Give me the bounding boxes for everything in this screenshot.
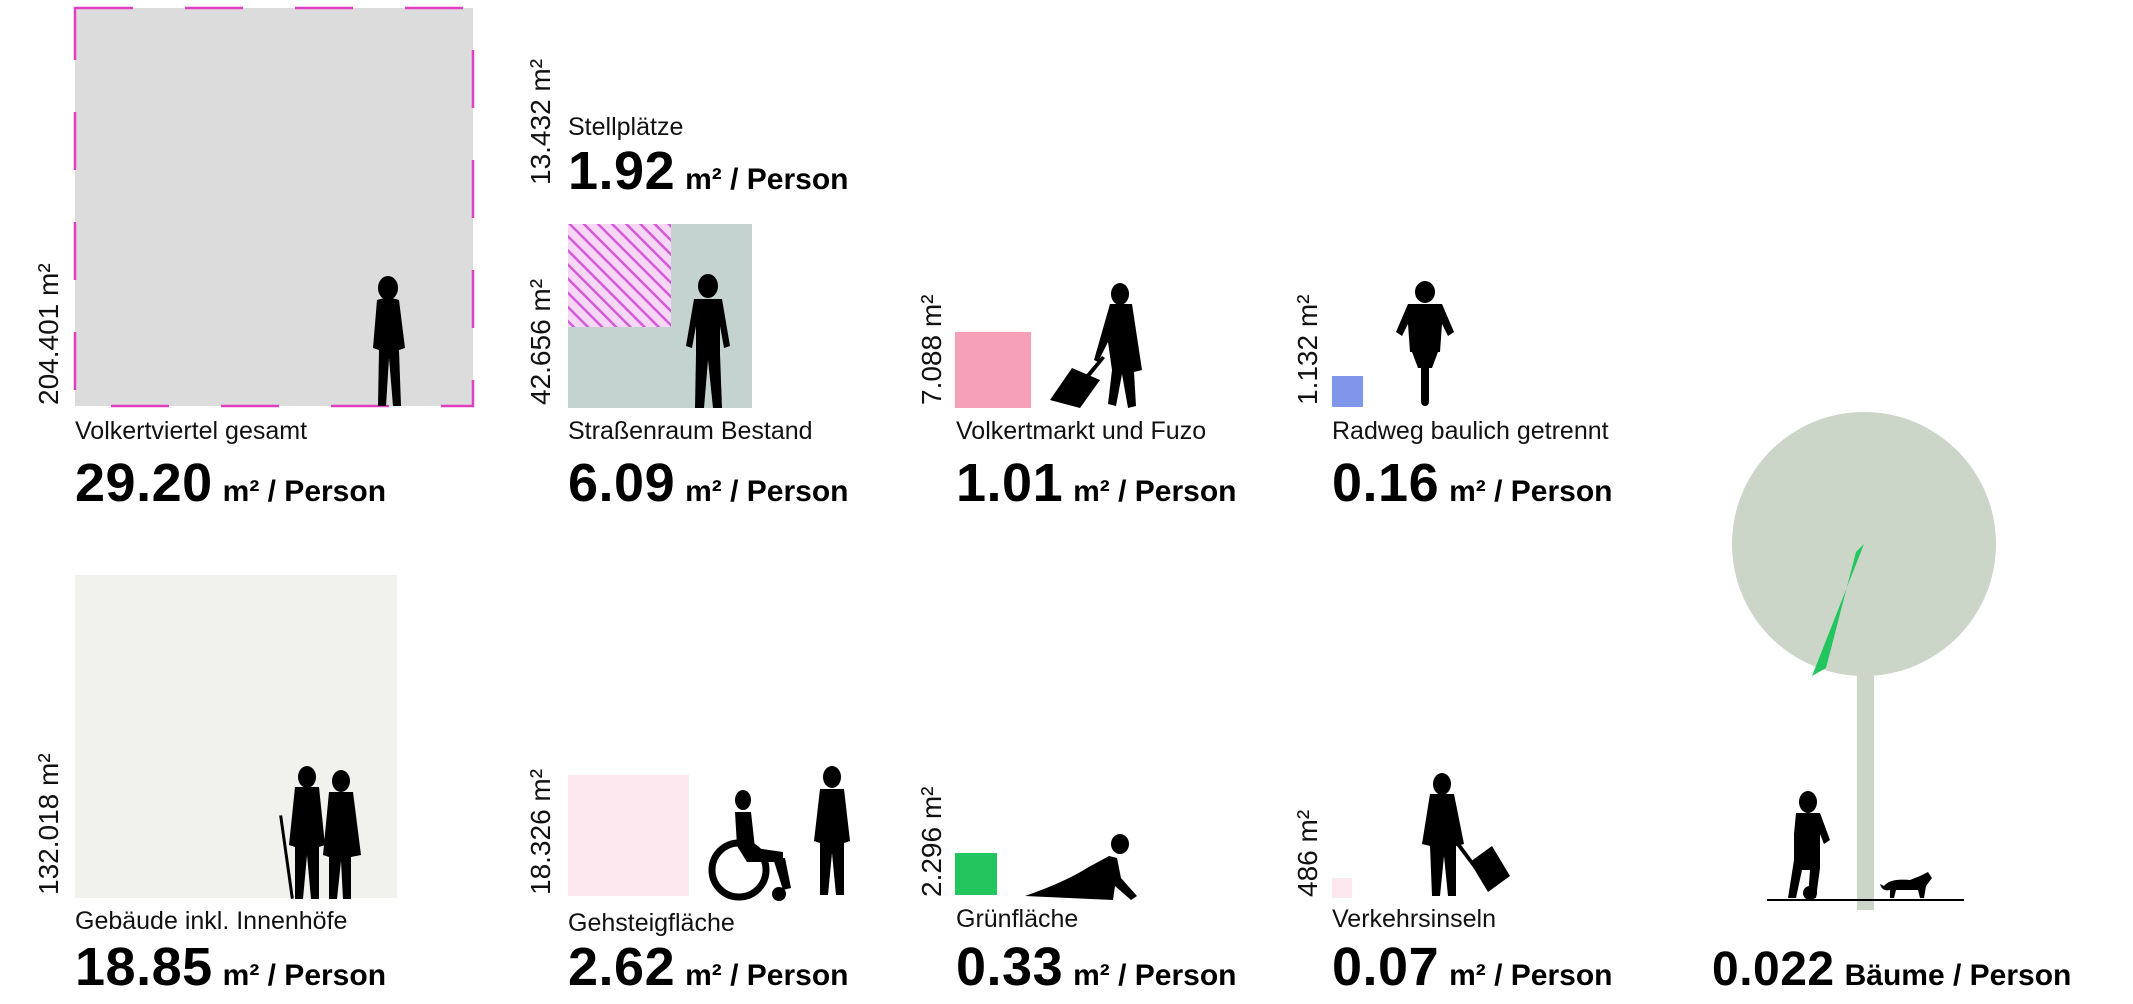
baeume-value: 0.022 bbox=[1712, 943, 1835, 996]
volkertmarkt-stat: 1.01 m² / Person bbox=[956, 456, 1236, 510]
gehsteig-stat: 2.62 m² / Person bbox=[568, 940, 848, 994]
verkehrsinseln-label: Verkehrsinseln bbox=[1332, 905, 1496, 933]
gesamt-size: 204.401 m² bbox=[33, 263, 64, 405]
elderly-couple-icon bbox=[279, 766, 361, 899]
verkehrsinseln-size: 486 m² bbox=[1292, 809, 1323, 897]
gruen-unit: m² / Person bbox=[1073, 959, 1237, 992]
verkehrsinseln-square bbox=[1332, 773, 1510, 898]
volkertmarkt-label: Volkertmarkt und Fuzo bbox=[956, 417, 1207, 445]
gesamt-stat: 29.20 m² / Person bbox=[75, 456, 386, 510]
strassenraum-label: Straßenraum Bestand bbox=[568, 417, 813, 445]
stellplaetze-label: Stellplätze bbox=[568, 113, 684, 141]
radweg-unit: m² / Person bbox=[1449, 475, 1613, 508]
verkehrsinseln-unit: m² / Person bbox=[1449, 959, 1613, 992]
radweg-square bbox=[1332, 281, 1454, 407]
gesamt-label: Volkertviertel gesamt bbox=[75, 417, 308, 445]
cyclist-icon bbox=[1396, 281, 1454, 406]
stellplaetze-value: 1.92 bbox=[568, 141, 676, 201]
gruen-size: 2.296 m² bbox=[916, 786, 947, 898]
strassenraum-size: 42.656 m² bbox=[525, 278, 556, 405]
strassenraum-stat: 6.09 m² / Person bbox=[568, 456, 848, 510]
radweg-stat: 0.16 m² / Person bbox=[1332, 456, 1612, 510]
stellplaetze-unit: m² / Person bbox=[685, 163, 849, 196]
person-leaning-icon bbox=[1788, 791, 1830, 900]
verkehrsinseln-value: 0.07 bbox=[1332, 937, 1440, 997]
strassenraum-value: 6.09 bbox=[568, 453, 676, 513]
baeume-unit: Bäume / Person bbox=[1844, 959, 2072, 992]
gesamt-value: 29.20 bbox=[75, 453, 213, 513]
gesamt-square bbox=[73, 6, 475, 408]
stellplaetze-size: 13.432 m² bbox=[525, 58, 556, 185]
volkertmarkt-square bbox=[955, 283, 1142, 408]
baeume-stat: 0.022 Bäume / Person bbox=[1712, 946, 2071, 994]
gehsteig-size: 18.326 m² bbox=[525, 768, 556, 895]
gruen-square bbox=[955, 834, 1137, 900]
gehsteig-label: Gehsteigfläche bbox=[568, 909, 735, 937]
volkertmarkt-size: 7.088 m² bbox=[916, 294, 947, 406]
person-standing-icon bbox=[373, 276, 405, 406]
gebaeude-value: 18.85 bbox=[75, 937, 213, 997]
person-standing-woman-icon bbox=[814, 766, 850, 895]
radweg-label: Radweg baulich getrennt bbox=[1332, 417, 1609, 445]
gesamt-unit: m² / Person bbox=[222, 475, 387, 508]
gebaeude-square bbox=[75, 575, 397, 899]
stellplaetze-hatched-square bbox=[568, 224, 671, 327]
person-lounging-icon bbox=[1025, 834, 1137, 900]
radweg-value: 0.16 bbox=[1332, 453, 1440, 513]
gruen-value: 0.33 bbox=[956, 937, 1064, 997]
stellplaetze-stat: 1.92 m² / Person bbox=[568, 144, 848, 198]
strassenraum-unit: m² / Person bbox=[685, 475, 849, 508]
strassenraum-square bbox=[568, 224, 752, 408]
gehsteig-value: 2.62 bbox=[568, 937, 676, 997]
gebaeude-size: 132.018 m² bbox=[33, 753, 64, 895]
dog-icon bbox=[1880, 872, 1932, 898]
person-man-icon bbox=[686, 274, 730, 408]
volkertmarkt-unit: m² / Person bbox=[1073, 475, 1237, 508]
gruen-stat: 0.33 m² / Person bbox=[956, 940, 1236, 994]
person-with-rolling-suitcase-icon bbox=[1422, 773, 1510, 896]
gebaeude-stat: 18.85 m² / Person bbox=[75, 940, 386, 994]
gruen-label: Grünfläche bbox=[956, 905, 1079, 933]
gehsteig-square bbox=[568, 766, 850, 901]
person-with-trolley-icon bbox=[1050, 283, 1142, 408]
gehsteig-unit: m² / Person bbox=[685, 959, 849, 992]
gebaeude-label: Gebäude inkl. Innenhöfe bbox=[75, 907, 348, 935]
tree-trunk bbox=[1857, 620, 1874, 910]
gebaeude-unit: m² / Person bbox=[222, 959, 387, 992]
tree-share-wedge bbox=[1812, 544, 1864, 676]
radweg-size: 1.132 m² bbox=[1292, 294, 1323, 406]
verkehrsinseln-stat: 0.07 m² / Person bbox=[1332, 940, 1612, 994]
volkertmarkt-value: 1.01 bbox=[956, 453, 1064, 513]
wheelchair-user-icon bbox=[708, 790, 791, 901]
tree-graphic bbox=[1732, 412, 1996, 910]
